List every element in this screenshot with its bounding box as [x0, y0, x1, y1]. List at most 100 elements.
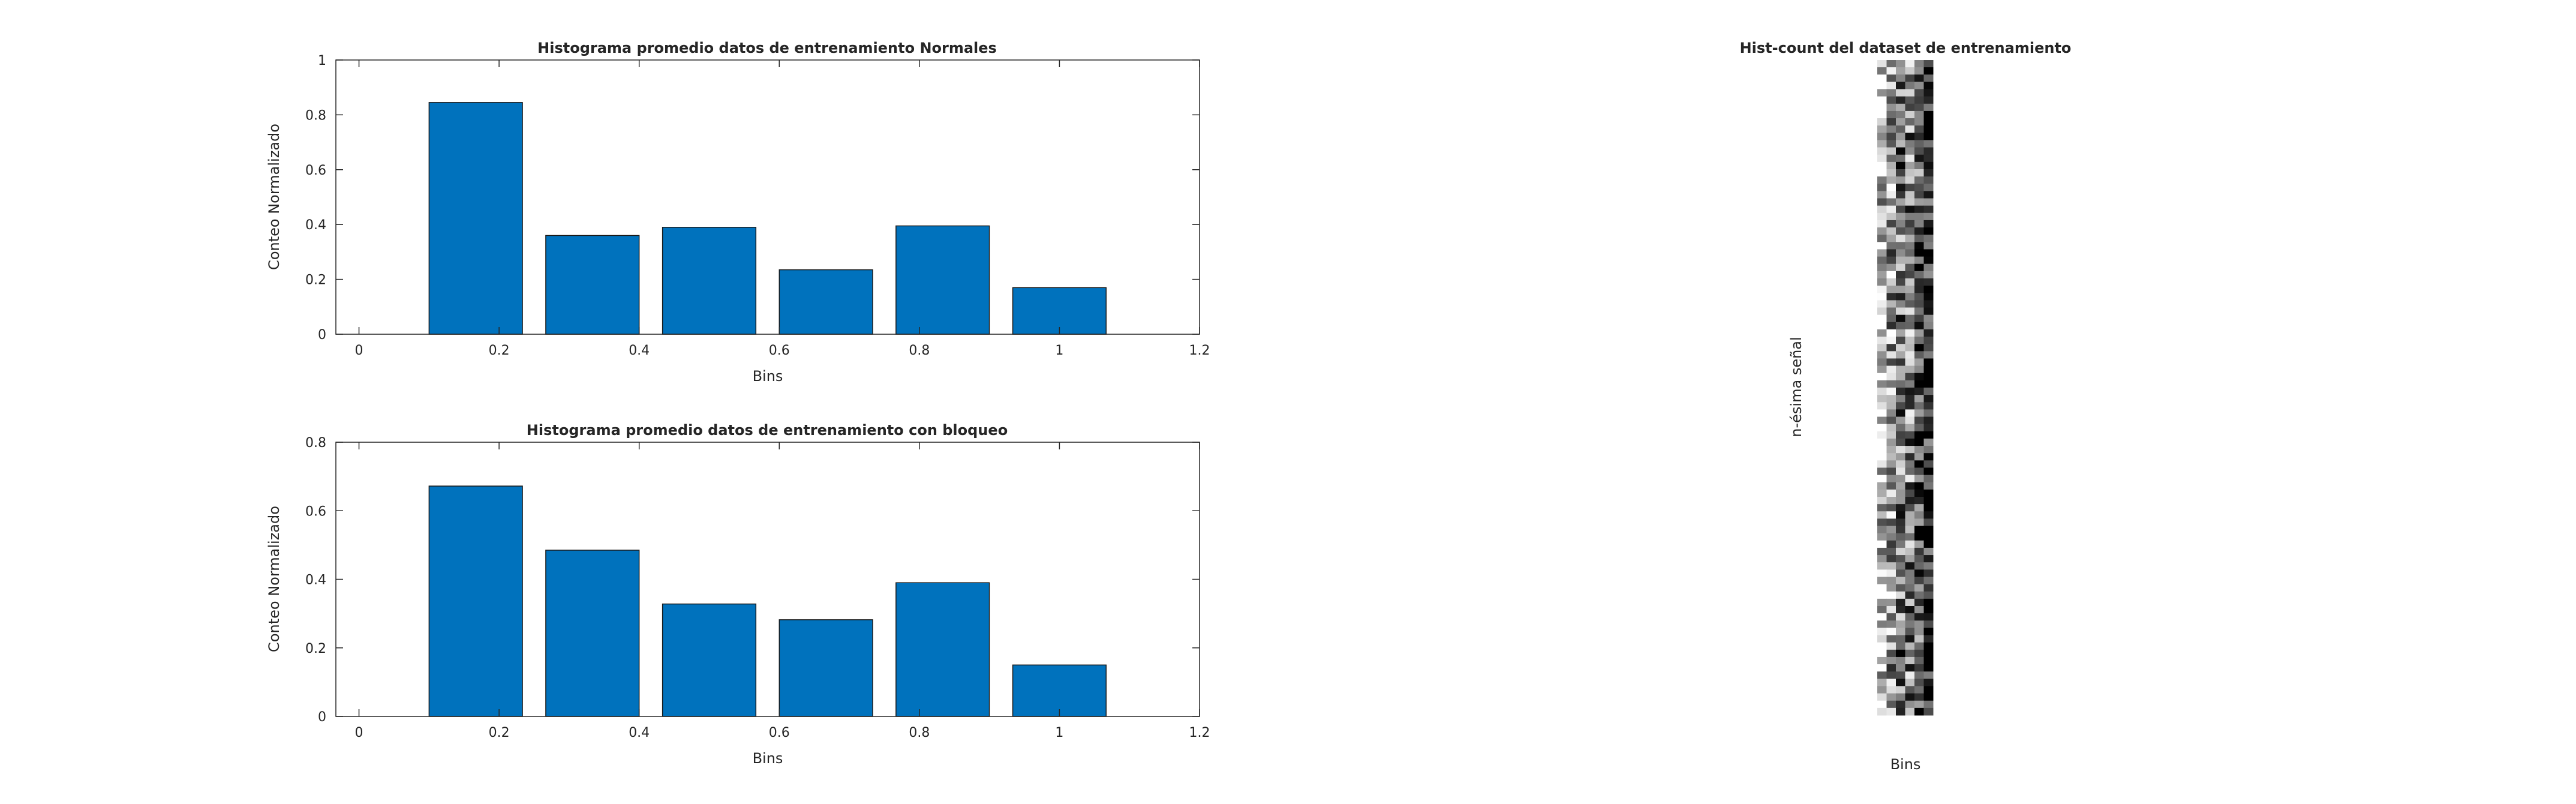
- heatmap-cell: [1914, 569, 1924, 577]
- heatmap-cell: [1877, 212, 1887, 221]
- heatmap-cell: [1877, 598, 1887, 607]
- heatmap-cell: [1877, 591, 1887, 599]
- heatmap-cell: [1923, 133, 1934, 140]
- heatmap-cell: [1923, 547, 1934, 556]
- heatmap-cell: [1886, 212, 1896, 221]
- y-axis-label-bloqueo: Conteo Normalizado: [266, 506, 282, 652]
- heatmap-cell: [1905, 679, 1915, 686]
- heatmap-cell: [1923, 89, 1934, 97]
- heatmap-cell: [1923, 110, 1934, 119]
- heatmap-cell: [1914, 591, 1924, 599]
- heatmap-cell: [1886, 453, 1896, 461]
- heatmap-cell: [1886, 161, 1896, 170]
- heatmap-cell: [1896, 96, 1905, 104]
- bar-6: [1012, 287, 1107, 335]
- heatmap-cell: [1914, 176, 1924, 184]
- heatmap-cell: [1905, 125, 1915, 133]
- heatmap-cell: [1923, 176, 1934, 184]
- heatmap-cell: [1905, 300, 1915, 308]
- heatmap-cell: [1886, 431, 1896, 439]
- heatmap-cell: [1905, 446, 1915, 454]
- heatmap-cell: [1905, 431, 1915, 439]
- heatmap-cell: [1914, 613, 1924, 621]
- heatmap-cell: [1905, 635, 1915, 643]
- heatmap-cell: [1923, 555, 1934, 563]
- heatmap-cell: [1914, 664, 1924, 672]
- heatmap-cell: [1877, 649, 1887, 658]
- heatmap-cell: [1896, 337, 1905, 344]
- heatmap-cell: [1886, 118, 1896, 126]
- heatmap-cell: [1877, 125, 1887, 133]
- heatmap-cell: [1896, 577, 1905, 585]
- heatmap-cell: [1905, 358, 1915, 367]
- heatmap-cell: [1886, 540, 1896, 548]
- heatmap-cell: [1877, 497, 1887, 505]
- heatmap-cell: [1886, 380, 1896, 388]
- heatmap-cell: [1914, 322, 1924, 330]
- heatmap-cell: [1914, 358, 1924, 367]
- heatmap-cell: [1905, 497, 1915, 505]
- heatmap-cell: [1896, 307, 1905, 316]
- heatmap-cell: [1923, 103, 1934, 112]
- heatmap-cell: [1877, 577, 1887, 585]
- heatmap-cell: [1914, 693, 1924, 701]
- heatmap-cell: [1905, 511, 1915, 519]
- heatmap-cell: [1886, 686, 1896, 694]
- heatmap-cell: [1914, 198, 1924, 206]
- heatmap-cell: [1896, 154, 1905, 163]
- heatmap-cell: [1896, 249, 1905, 257]
- heatmap-cell: [1886, 133, 1896, 140]
- heatmap-cell: [1905, 161, 1915, 170]
- heatmap-cell: [1905, 562, 1915, 570]
- heatmap-cell: [1905, 263, 1915, 272]
- bars-normales: [428, 102, 1107, 335]
- heatmap-cell: [1896, 373, 1905, 381]
- heatmap-cell: [1923, 205, 1934, 214]
- heatmap-cell: [1905, 169, 1915, 177]
- heatmap-cell: [1896, 656, 1905, 665]
- heatmap-cell: [1896, 191, 1905, 199]
- heatmap-cell: [1914, 60, 1924, 68]
- heatmap-cell: [1886, 664, 1896, 672]
- heatmap-cell: [1877, 584, 1887, 592]
- heatmap-cell: [1923, 314, 1934, 323]
- heatmap-cell: [1896, 198, 1905, 206]
- heatmap-cell: [1877, 314, 1887, 323]
- heatmap-cell: [1923, 300, 1934, 308]
- x-axis-label-bloqueo: Bins: [753, 750, 783, 767]
- bar-5: [895, 582, 990, 717]
- heatmap-cell: [1914, 453, 1924, 461]
- heatmap-cell: [1886, 220, 1896, 228]
- heatmap-cell: [1886, 184, 1896, 191]
- heatmap-cell: [1877, 278, 1887, 286]
- heatmap-cell: [1905, 591, 1915, 599]
- heatmap-cell: [1923, 191, 1934, 199]
- heatmap-cell: [1905, 409, 1915, 418]
- heatmap-cell: [1905, 606, 1915, 614]
- heatmap-cell: [1914, 416, 1924, 425]
- heatmap-cell: [1896, 431, 1905, 439]
- heatmap-cell: [1877, 416, 1887, 425]
- heatmap-cell: [1914, 118, 1924, 126]
- heatmap-cell: [1877, 322, 1887, 330]
- heatmap-cell: [1896, 511, 1905, 519]
- heatmap-cell: [1886, 329, 1896, 337]
- heatmap-cell: [1896, 365, 1905, 374]
- y-tick-label: 0.2: [305, 273, 326, 288]
- heatmap-cell: [1905, 184, 1915, 191]
- heatmap-cell: [1886, 409, 1896, 418]
- heatmap-cell: [1905, 322, 1915, 330]
- heatmap-cell: [1905, 220, 1915, 228]
- heatmap-cell: [1905, 424, 1915, 432]
- heatmap-cell: [1914, 497, 1924, 505]
- heatmap-cell: [1877, 373, 1887, 381]
- heatmap-cell: [1905, 656, 1915, 665]
- heatmap-cell: [1877, 351, 1887, 359]
- heatmap-cell: [1896, 707, 1905, 716]
- heatmap-cell: [1877, 169, 1887, 177]
- heatmap-cell: [1886, 176, 1896, 184]
- heatmap-cell: [1877, 118, 1887, 126]
- chart-title-bloqueo: Histograma promedio datos de entrenamien…: [527, 422, 1008, 439]
- heatmap-cell: [1905, 314, 1915, 323]
- heatmap-cell: [1896, 562, 1905, 570]
